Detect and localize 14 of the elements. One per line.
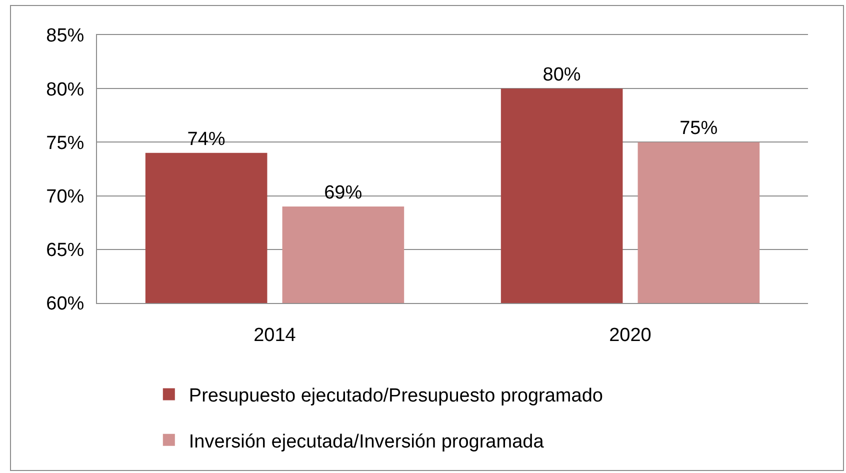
data-label: 80% xyxy=(542,64,581,86)
legend-label: Inversión ejecutada/Inversión programada xyxy=(188,431,544,452)
y-tick-label: 60% xyxy=(46,294,84,315)
y-tick-label: 65% xyxy=(46,240,84,262)
legend-label: Presupuesto ejecutado/Presupuesto programado xyxy=(188,386,603,407)
data-label: 74% xyxy=(187,128,226,150)
y-tick-label: 75% xyxy=(46,132,84,154)
y-tick-label: 70% xyxy=(46,186,84,208)
x-tick-label: 2014 xyxy=(254,324,296,346)
data-label: 69% xyxy=(324,182,362,204)
data-label: 75% xyxy=(680,118,718,140)
y-tick-label: 85% xyxy=(46,26,84,47)
x-tick-label: 2020 xyxy=(609,324,652,346)
y-tick-label: 80% xyxy=(46,79,84,100)
